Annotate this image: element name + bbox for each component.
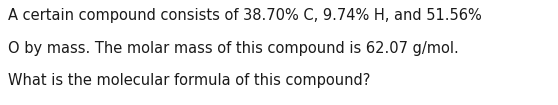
Text: What is the molecular formula of this compound?: What is the molecular formula of this co… [8,74,371,89]
Text: A certain compound consists of 38.70% C, 9.74% H, and 51.56%: A certain compound consists of 38.70% C,… [8,8,482,23]
Text: O by mass. The molar mass of this compound is 62.07 g/mol.: O by mass. The molar mass of this compou… [8,41,459,56]
